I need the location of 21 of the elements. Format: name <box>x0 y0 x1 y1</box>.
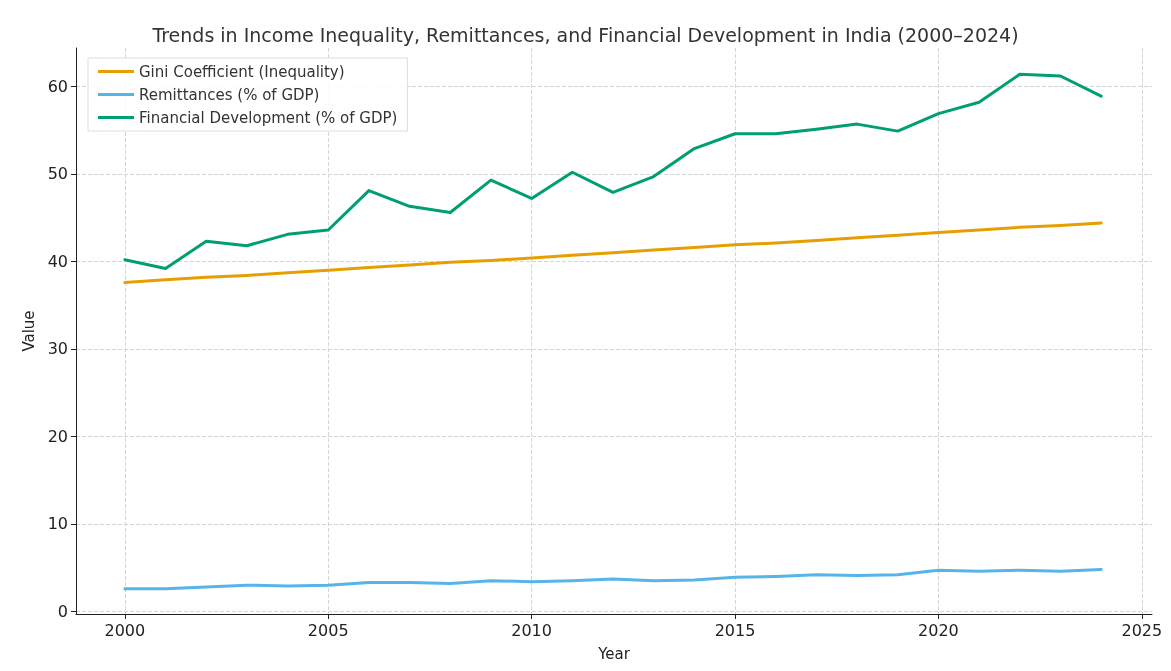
y-tick-label: 30 <box>47 339 68 359</box>
y-tick-label: 10 <box>47 514 68 534</box>
x-tick-label: 2025 <box>1121 620 1163 640</box>
y-tick-label: 60 <box>47 76 68 96</box>
x-tick-label: 2020 <box>918 620 959 640</box>
x-axis-title: Year <box>597 644 631 663</box>
y-tick-label: 50 <box>47 164 68 184</box>
legend-label: Gini Coefficient (Inequality) <box>139 62 345 81</box>
y-tick-label: 0 <box>57 601 68 621</box>
y-axis-title: Value <box>19 310 38 352</box>
chart-title: Trends in Income Inequality, Remittances, and Financial Development in India (2000–2024) <box>151 23 1019 46</box>
legend-label: Remittances (% of GDP) <box>139 85 320 104</box>
x-tick-label: 2005 <box>307 620 349 640</box>
x-tick-label: 2000 <box>104 620 146 640</box>
line-series <box>123 567 1103 591</box>
x-tick-label: 2015 <box>714 620 756 640</box>
x-tick-label: 2010 <box>511 620 552 640</box>
legend-label: Financial Development (% of GDP) <box>139 108 398 127</box>
y-tick-label: 40 <box>47 251 68 271</box>
line-series <box>123 221 1103 284</box>
y-tick-label: 20 <box>47 426 68 446</box>
